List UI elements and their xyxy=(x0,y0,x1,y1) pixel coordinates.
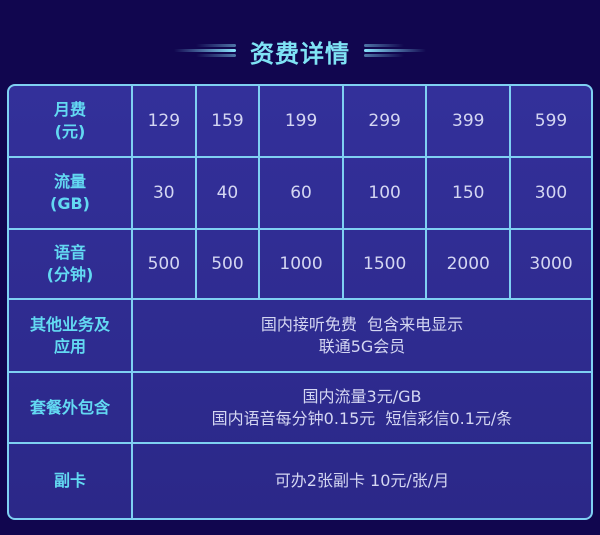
value-cell: 100 xyxy=(343,158,428,230)
value-cell: 30 xyxy=(133,158,197,230)
description-line: 国内接听免费 包含来电显示 xyxy=(260,314,464,334)
row-label: 其他业务及 应用 xyxy=(9,300,133,373)
row-label-line: 套餐外包含 xyxy=(29,397,110,417)
row-label: 流量 (GB) xyxy=(9,158,133,230)
value-cell: 500 xyxy=(133,230,197,300)
title-decoration-right xyxy=(364,44,426,58)
value-cell: 199 xyxy=(260,86,344,158)
page-title: 资费详情 xyxy=(250,39,350,68)
description-cell: 国内流量3元/GB 国内语音每分钟0.15元 短信彩信0.1元/条 xyxy=(133,373,591,444)
description-line: 国内语音每分钟0.15元 短信彩信0.1元/条 xyxy=(211,408,513,428)
title-decoration-left xyxy=(174,44,236,58)
value-cell: 399 xyxy=(427,86,512,158)
table-row: 月费 (元) 129 159 199 299 399 599 xyxy=(9,86,591,158)
value-cell: 300 xyxy=(511,158,591,230)
section-header: 资费详情 xyxy=(0,34,600,68)
row-label-line: 其他业务及 xyxy=(29,314,110,334)
value-cell: 599 xyxy=(511,86,591,158)
description-cell: 国内接听免费 包含来电显示 联通5G会员 xyxy=(133,300,591,373)
value-cell: 1000 xyxy=(260,230,344,300)
value-cell: 129 xyxy=(133,86,197,158)
value-cell: 1500 xyxy=(343,230,428,300)
value-cell: 2000 xyxy=(427,230,512,300)
table-row: 其他业务及 应用 国内接听免费 包含来电显示 联通5G会员 xyxy=(9,300,591,373)
value-cell: 60 xyxy=(260,158,344,230)
value-cell: 40 xyxy=(196,158,261,230)
row-label-line: (GB) xyxy=(50,194,90,213)
description-line: 可办2张副卡 10元/张/月 xyxy=(274,471,450,490)
table-row: 副卡 可办2张副卡 10元/张/月 xyxy=(9,444,591,518)
row-label: 副卡 xyxy=(9,444,133,518)
value-cell: 500 xyxy=(196,230,261,300)
row-label-line: 语音 xyxy=(53,243,86,262)
row-label-line: 副卡 xyxy=(53,471,86,490)
value-cell: 150 xyxy=(427,158,512,230)
table-row: 套餐外包含 国内流量3元/GB 国内语音每分钟0.15元 短信彩信0.1元/条 xyxy=(9,373,591,444)
row-label: 语音 (分钟) xyxy=(9,230,133,300)
value-cell: 299 xyxy=(343,86,428,158)
row-label: 套餐外包含 xyxy=(9,373,133,444)
row-label-line: (元) xyxy=(54,122,86,141)
row-label-line: 应用 xyxy=(53,336,86,356)
value-cell: 3000 xyxy=(511,230,591,300)
row-label: 月费 (元) xyxy=(9,86,133,158)
row-label-line: 流量 xyxy=(53,172,86,191)
table-row: 流量 (GB) 30 40 60 100 150 300 xyxy=(9,158,591,230)
pricing-table: 月费 (元) 129 159 199 299 399 599 流量 (GB) 30 40 60 100 15… xyxy=(7,84,593,520)
row-label-line: (分钟) xyxy=(46,265,94,284)
description-cell: 可办2张副卡 10元/张/月 xyxy=(133,444,591,518)
value-cell: 159 xyxy=(196,86,261,158)
description-line: 国内流量3元/GB xyxy=(302,386,422,406)
table-row: 语音 (分钟) 500 500 1000 1500 2000 3000 xyxy=(9,230,591,300)
description-line: 联通5G会员 xyxy=(318,336,406,356)
row-label-line: 月费 xyxy=(53,100,86,119)
